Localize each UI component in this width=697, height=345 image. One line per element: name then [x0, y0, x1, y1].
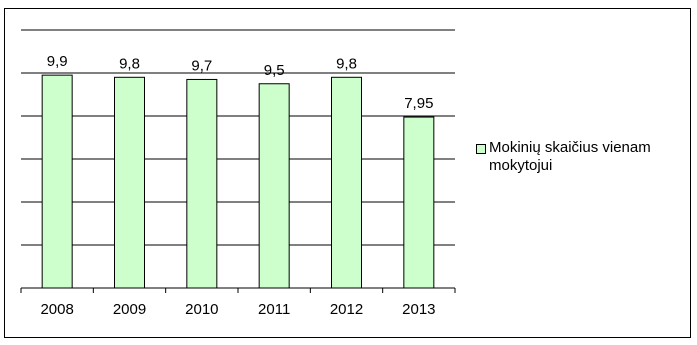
data-label: 9,7: [191, 57, 212, 74]
x-tick-label: 2008: [40, 301, 73, 318]
legend-swatch: [476, 144, 486, 154]
x-tick-label: 2013: [402, 301, 435, 318]
x-tick-label: 2012: [330, 301, 363, 318]
legend-label: Mokinių skaičius vienam mokytojui: [489, 139, 651, 174]
x-tick-label: 2010: [185, 301, 218, 318]
data-label: 9,5: [264, 62, 285, 79]
data-label: 7,95: [404, 95, 433, 112]
bar: [331, 76, 362, 289]
bar: [403, 116, 435, 289]
bar: [41, 74, 73, 289]
chart-frame: [4, 8, 691, 338]
data-label: 9,8: [336, 55, 357, 72]
bar: [258, 83, 290, 289]
bar: [114, 76, 145, 289]
data-label: 9,9: [47, 53, 68, 70]
data-label: 9,8: [119, 55, 140, 72]
x-tick-label: 2011: [258, 301, 290, 318]
x-tick-label: 2009: [113, 301, 146, 318]
bar: [186, 78, 218, 289]
legend: Mokinių skaičius vienam mokytojui: [476, 139, 697, 175]
